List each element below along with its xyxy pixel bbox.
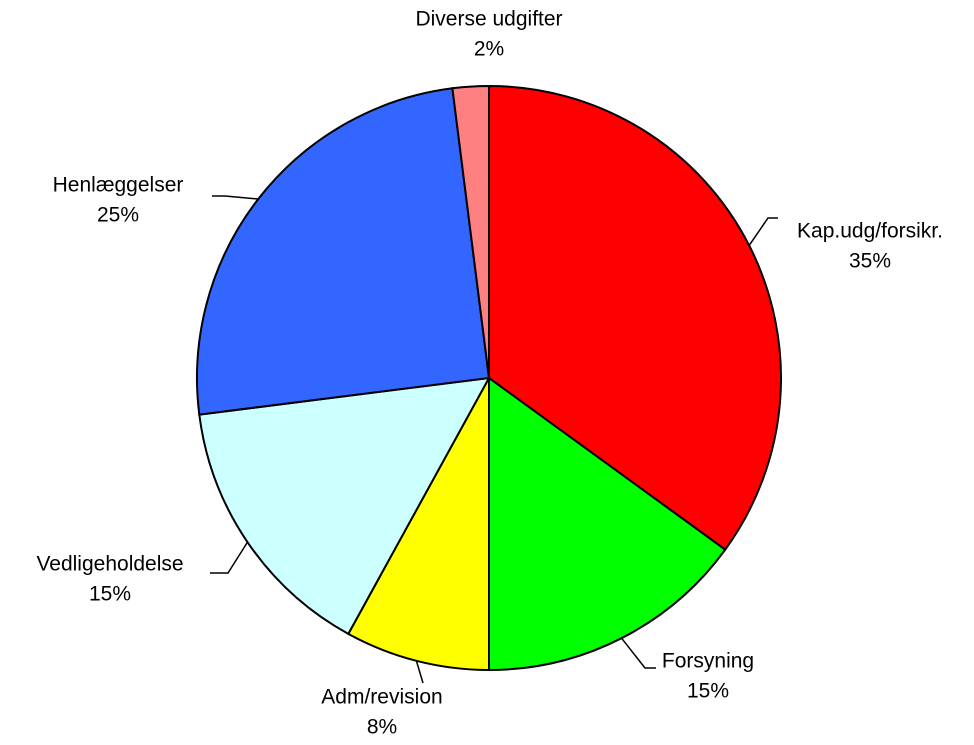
slice-value-label: 15% xyxy=(687,680,729,703)
slice-value-label: 25% xyxy=(97,204,139,227)
pie-slice xyxy=(488,376,727,672)
slice-value-label: 15% xyxy=(89,583,131,606)
slice-label: Forsyning xyxy=(662,650,754,673)
leader-line xyxy=(620,637,656,669)
leader-line xyxy=(212,195,259,200)
slice-value-label: 8% xyxy=(367,716,397,739)
pie-slice xyxy=(346,377,490,672)
leader-line xyxy=(415,660,424,684)
pie-slice xyxy=(488,84,782,552)
pie-slice xyxy=(198,376,491,636)
leader-line xyxy=(748,217,778,246)
slice-label: Diverse udgifter xyxy=(415,8,562,31)
slice-label: Kap.udg/forsikr. xyxy=(797,220,943,243)
slice-value-label: 35% xyxy=(849,250,891,273)
leader-line xyxy=(210,541,249,574)
slice-value-label: 2% xyxy=(474,38,504,61)
pie-slice xyxy=(451,84,490,379)
slice-label: Vedligeholdelse xyxy=(36,553,183,576)
slice-label: Adm/revision xyxy=(321,686,442,709)
pie-slice xyxy=(196,87,491,416)
slice-label: Henlæggelser xyxy=(53,174,184,197)
